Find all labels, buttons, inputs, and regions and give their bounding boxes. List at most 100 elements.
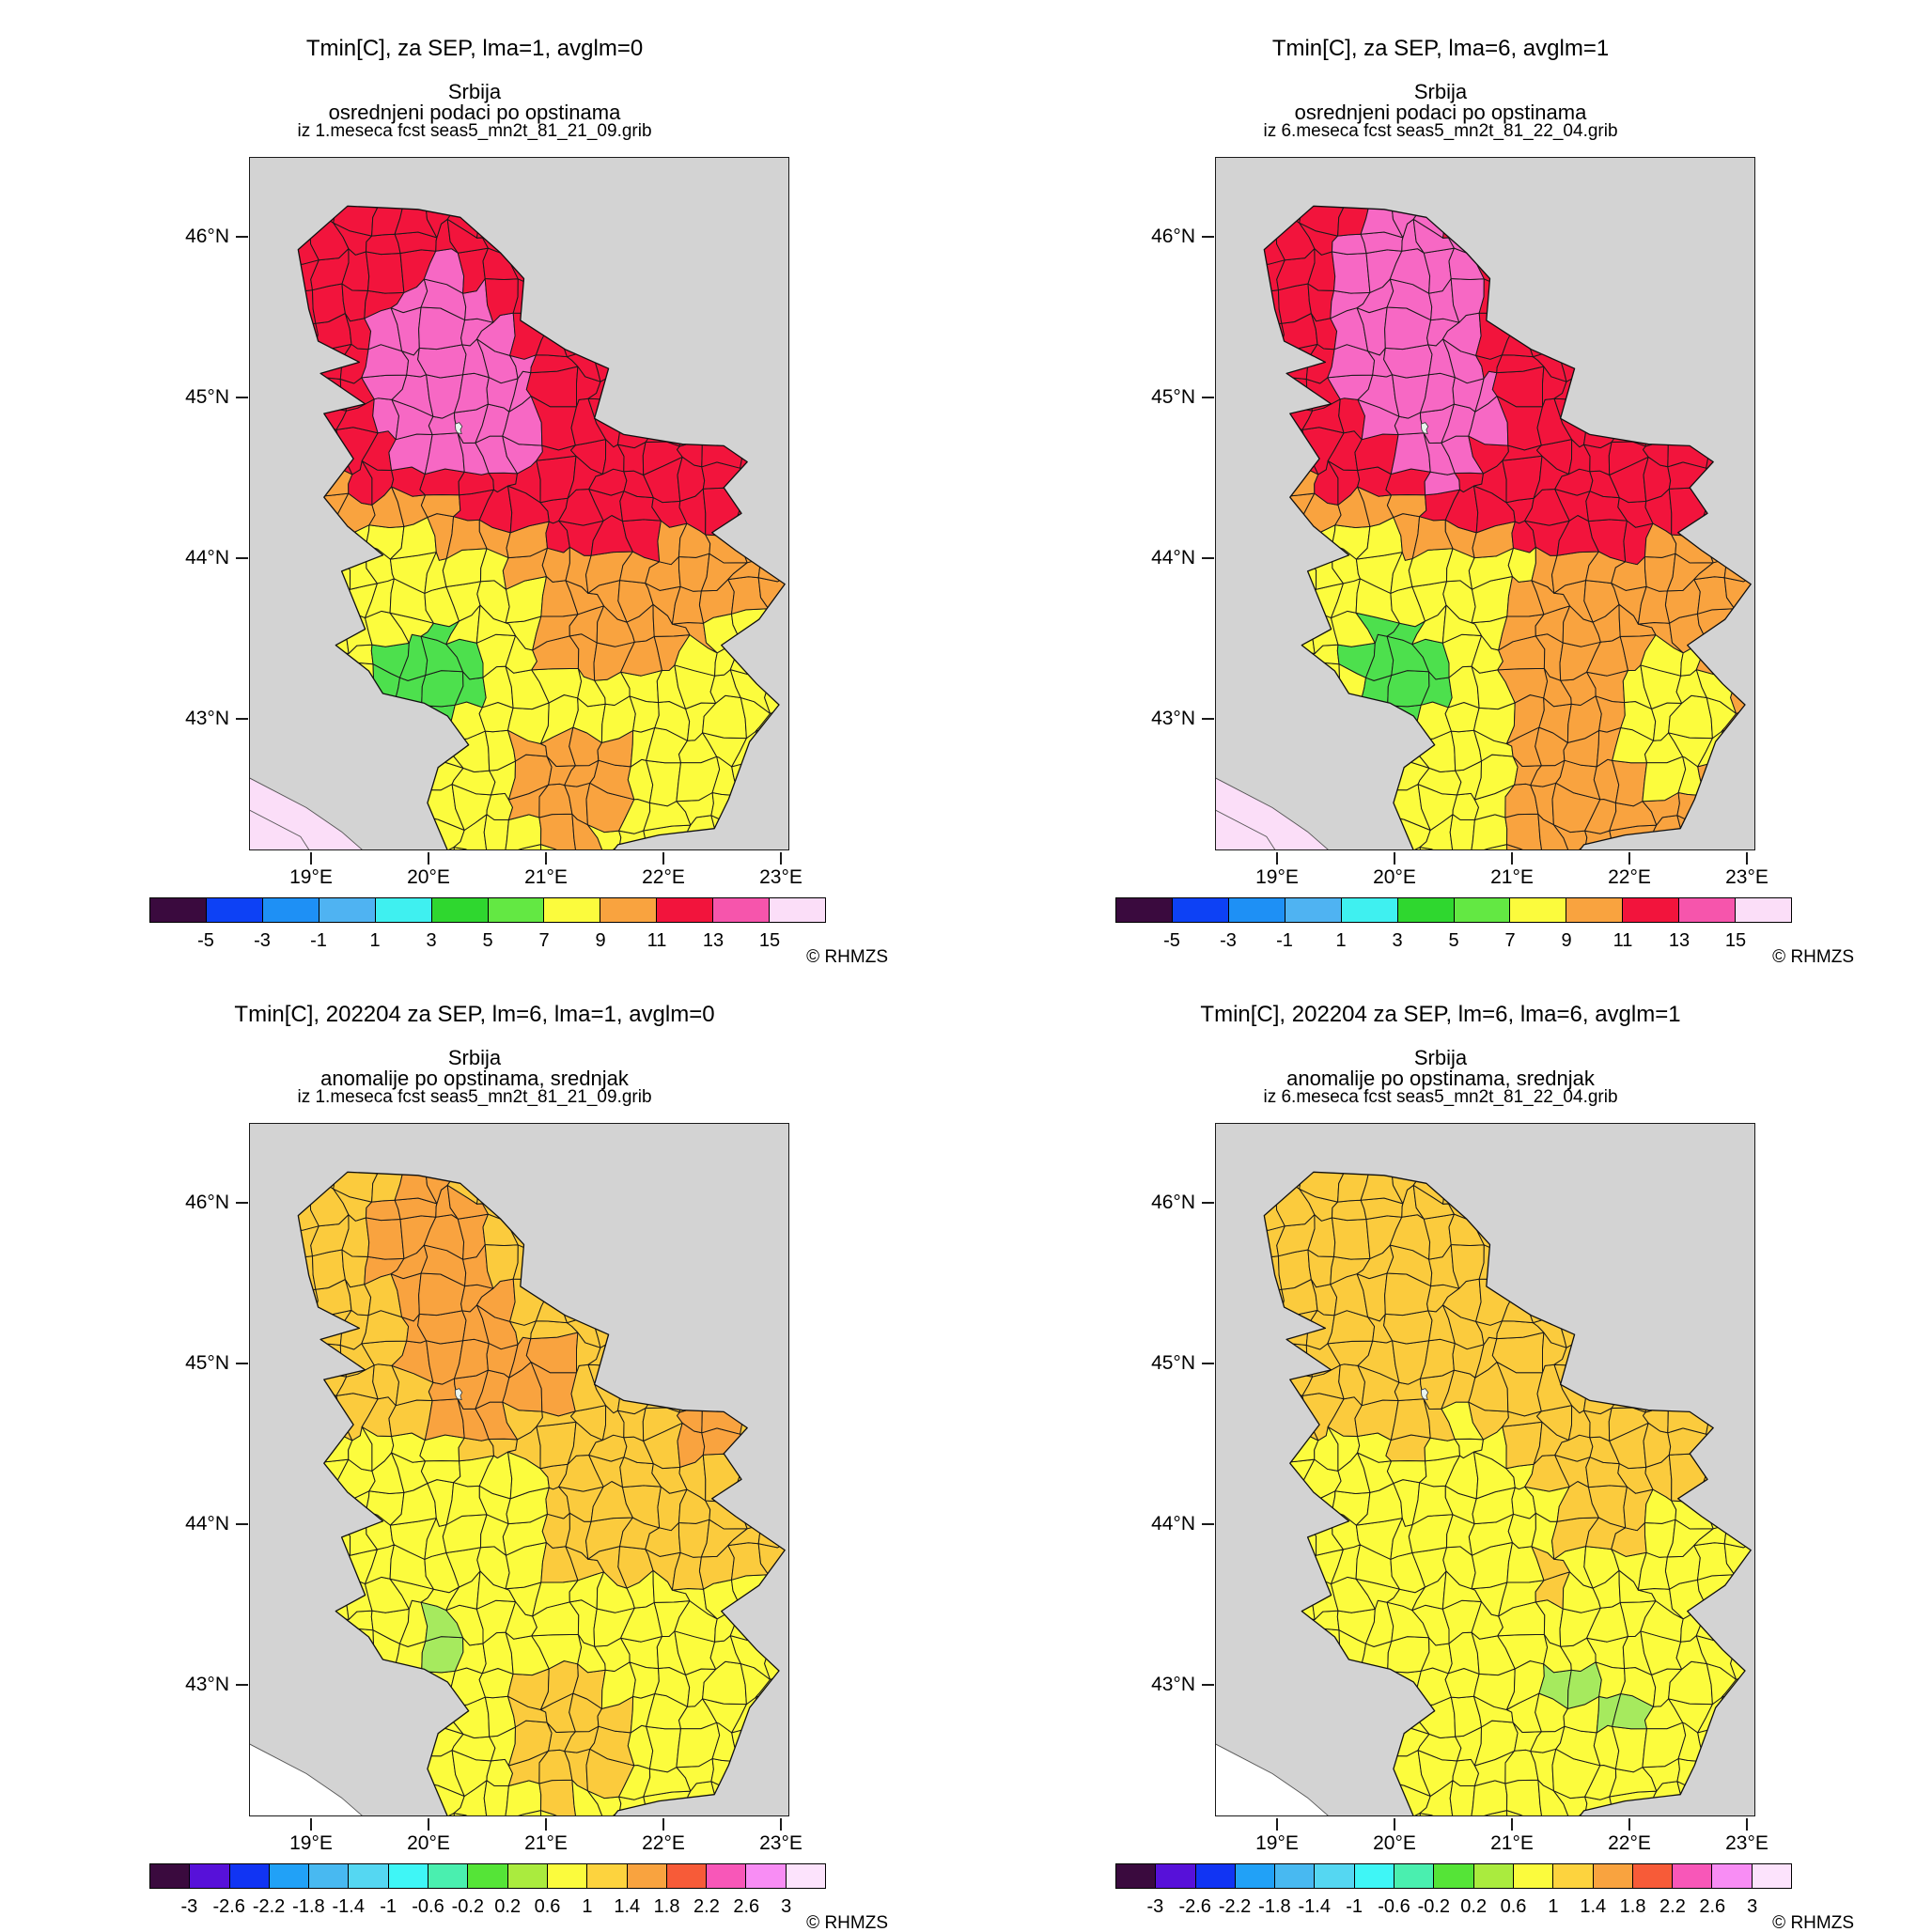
color-scale-segment [1553,1864,1594,1888]
color-scale-tick-label: -1 [310,930,327,951]
color-scale-tick-label: 13 [702,930,724,951]
color-scale-tick-label: 7 [538,930,550,951]
color-scale [1115,1863,1792,1889]
lat-tick-label: 45°N [1151,386,1195,408]
lon-tick-label: 23°E [759,866,802,888]
map-canvas [1216,1124,1754,1815]
lat-tick-label: 46°N [1151,1192,1195,1213]
lat-tick [1202,1523,1214,1525]
color-scale-segment [1593,1864,1633,1888]
color-scale-tick-label: 1.8 [1619,1896,1646,1917]
color-scale-segment [666,1864,708,1888]
lat-tick-label: 46°N [1151,226,1195,247]
lat-tick [1202,557,1214,559]
color-scale-segment [786,1864,826,1888]
color-scale-segment [1275,1864,1316,1888]
color-scale-tick-label: -2.2 [252,1896,286,1917]
color-scale-tick-label: -3 [1146,1896,1164,1917]
lon-tick [310,1818,312,1831]
color-scale-tick-label: -5 [1163,930,1180,951]
color-scale-segment [269,1864,310,1888]
color-scale-tick-label: -0.2 [1417,1896,1451,1917]
lon-tick-label: 20°E [407,1832,450,1854]
color-scale-tick-label: 9 [595,930,606,951]
lat-tick [236,557,248,559]
color-scale-tick-label: 1 [582,1896,593,1917]
color-scale-tick-label: -3 [1220,930,1237,951]
map-canvas [250,1124,788,1815]
color-scale-segment [468,1864,508,1888]
color-scale-tick-label: -1.8 [1258,1896,1291,1917]
lon-tick-label: 20°E [407,866,450,888]
color-scale-ticks: -5 -3 -1 1 3 5 7 9 11 13 15 [1115,930,1792,955]
panel-title: Tmin[C], 202204 za SEP, lm=6, lma=6, avg… [1200,1002,1681,1027]
lat-tick-label: 44°N [185,547,229,569]
serbia-border [297,1171,786,1815]
color-scale-tick-label: -0.2 [451,1896,485,1917]
lon-tick-label: 19°E [289,866,333,888]
serbia-border [297,205,786,849]
lat-tick-label: 45°N [1151,1352,1195,1374]
lat-tick-label: 43°N [1151,708,1195,729]
color-scale-segment [229,1864,270,1888]
lat-tick [236,236,248,238]
color-scale-tick-label: -1 [1346,1896,1363,1917]
color-scale-tick-label: 1.4 [614,1896,641,1917]
panel-subtitle-desc: osrednjeni podaci po opstinama [1294,101,1587,124]
belgrade-city-marker [1420,422,1429,435]
color-scale-tick-label: -1 [380,1896,397,1917]
color-scale-segment [1752,1864,1792,1888]
color-scale-tick-label: 3 [1747,1896,1758,1917]
panel-subtitle-desc: anomalije po opstinama, srednjak [1286,1067,1595,1090]
lon-tick [428,852,429,865]
color-scale-tick-label: 5 [482,930,493,951]
panel-anomaly-lma1: Tmin[C], 202204 za SEP, lm=6, lma=1, avg… [0,966,966,1932]
lat-tick-label: 45°N [185,1352,229,1374]
color-scale-tick-label: 11 [647,930,667,951]
lat-tick [1202,397,1214,398]
lon-tick [1394,1818,1395,1831]
lat-tick-label: 43°N [1151,1674,1195,1695]
color-scale-tick-label: -1.4 [1298,1896,1331,1917]
color-scale-segment [1228,898,1285,922]
panel-subtitle-desc: anomalije po opstinama, srednjak [320,1067,629,1090]
color-scale-segment [428,1864,469,1888]
lon-tick [1394,852,1395,865]
color-scale-segment [1315,1864,1355,1888]
lon-tick [545,852,547,865]
lon-tick-label: 21°E [524,1832,568,1854]
belgrade-city-marker [454,422,463,435]
lon-tick [1628,1818,1630,1831]
lon-tick-label: 19°E [289,1832,333,1854]
copyright-credit: © RHMZS [806,947,888,967]
lat-tick-label: 45°N [185,386,229,408]
color-scale-segment [627,1864,667,1888]
lat-tick [236,1523,248,1525]
color-scale-segment [375,898,432,922]
color-scale-tick-label: 0.6 [534,1896,561,1917]
copyright-credit: © RHMZS [1772,947,1854,967]
lon-tick-label: 19°E [1255,1832,1299,1854]
panel-subtitle-region: Srbija [1413,1046,1468,1069]
lat-tick [236,1202,248,1204]
color-scale-segment [309,1864,350,1888]
lat-tick [1202,1363,1214,1364]
color-scale-tick-label: 11 [1613,930,1633,951]
neighbour-border-line [1216,809,1276,849]
map-canvas [1216,158,1754,849]
color-scale-segment [1116,1864,1157,1888]
lon-tick-label: 21°E [1490,1832,1534,1854]
color-scale-ticks: -3 -2.6 -2.2 -1.8 -1.4 -1 -0.6 -0.2 0.2 0.6 1 1.4 1.… [149,1896,826,1921]
color-scale-segment [713,898,771,922]
color-scale-tick-label: -2.6 [1178,1896,1211,1917]
color-scale-segment [1679,898,1737,922]
color-scale-tick-label: -2.6 [212,1896,245,1917]
lat-tick [1202,718,1214,720]
panel-subtitle-region: Srbija [447,1046,502,1069]
lat-tick [1202,1684,1214,1686]
color-scale-tick-label: 2.2 [693,1896,720,1917]
color-scale-segment [319,898,376,922]
lon-tick-label: 23°E [759,1832,802,1854]
lat-tick-label: 46°N [185,1192,229,1213]
